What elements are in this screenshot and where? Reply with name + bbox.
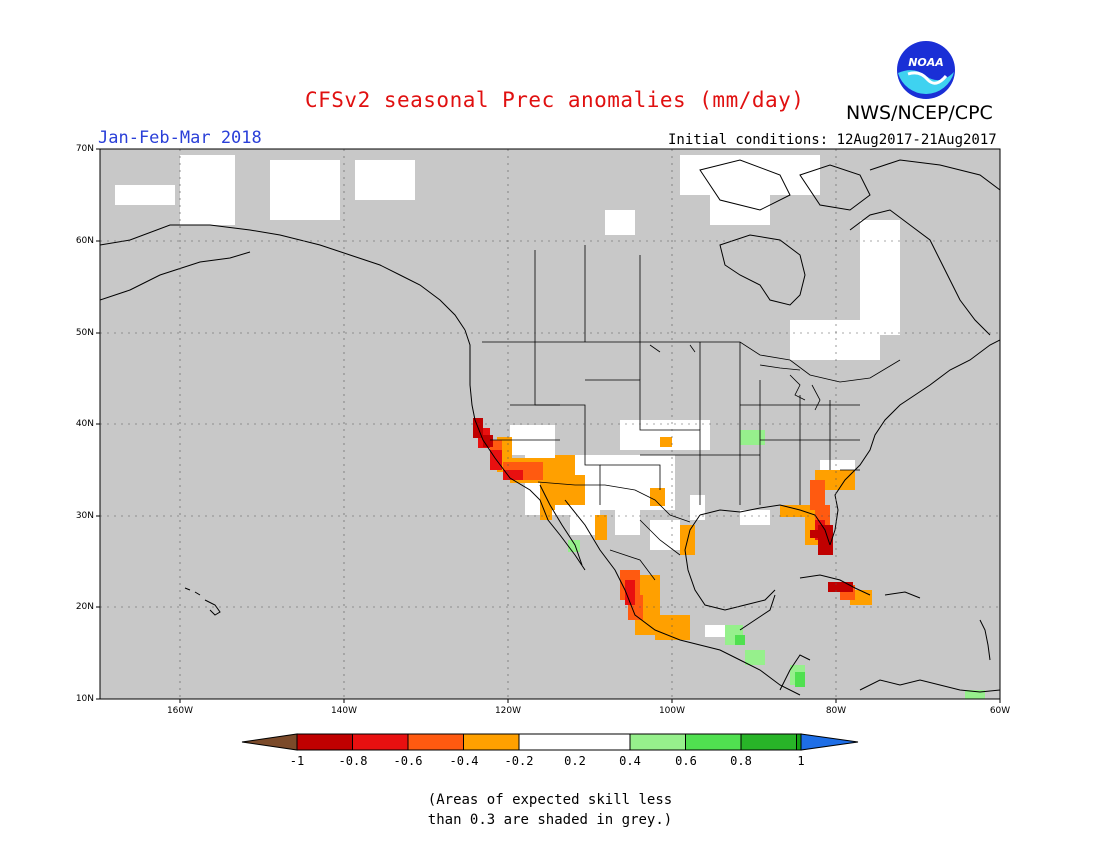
colorbar-seg-3 — [463, 733, 520, 751]
colorbar-label: -0.8 — [338, 754, 368, 768]
colorbar-label: -1 — [289, 754, 305, 768]
colorbar-seg-4 — [518, 733, 631, 751]
colorbar-seg-5 — [629, 733, 686, 751]
season-label: Jan-Feb-Mar 2018 — [98, 128, 262, 148]
lat-label-10n: 10N — [75, 694, 94, 704]
map-title: CFSv2 seasonal Prec anomalies (mm/day) — [305, 88, 805, 112]
noaa-logo-icon: NOAA — [897, 41, 955, 99]
lon-label-160w: 160W — [166, 706, 194, 716]
gridlines — [100, 149, 1000, 699]
colorbar-label: 0.6 — [675, 754, 697, 768]
colorbar — [241, 733, 859, 751]
lat-label-50n: 50N — [75, 328, 94, 338]
colorbar-label: 0.8 — [730, 754, 752, 768]
colorbar-seg-1 — [352, 733, 409, 751]
colorbar-label: -0.2 — [504, 754, 534, 768]
lat-label-40n: 40N — [75, 419, 94, 429]
anomaly-fields — [100, 149, 1000, 699]
colorbar-high-arrow — [800, 733, 859, 751]
agency-label: NWS/NCEP/CPC — [846, 102, 993, 124]
axis-ticks — [96, 148, 1001, 703]
colorbar-seg-6 — [685, 733, 742, 751]
lon-label-120w: 120W — [494, 706, 522, 716]
colorbar-label: -0.6 — [393, 754, 423, 768]
colorbar-label: -0.4 — [449, 754, 479, 768]
lon-label-60w: 60W — [989, 706, 1011, 716]
lon-label-140w: 140W — [330, 706, 358, 716]
colorbar-seg-7 — [740, 733, 797, 751]
lat-label-70n: 70N — [75, 144, 94, 154]
colorbar-label: 0.4 — [619, 754, 641, 768]
lat-label-60n: 60N — [75, 236, 94, 246]
lat-label-20n: 20N — [75, 602, 94, 612]
colorbar-low-arrow — [241, 733, 298, 751]
skill-note-line1: (Areas of expected skill less — [427, 792, 673, 808]
green-regions — [735, 635, 805, 687]
coastlines — [100, 159, 1000, 696]
colorbar-seg-0 — [296, 733, 353, 751]
colorbar-seg-2 — [407, 733, 464, 751]
lon-label-100w: 100W — [658, 706, 686, 716]
lon-label-80w: 80W — [825, 706, 847, 716]
initial-conditions-label: Initial conditions: 12Aug2017-21Aug2017 — [668, 132, 997, 148]
lat-label-30n: 30N — [75, 511, 94, 521]
skill-note-line2: than 0.3 are shaded in grey.) — [427, 812, 673, 828]
great-lakes — [649, 344, 821, 411]
logo-text: NOAA — [908, 56, 944, 69]
political-borders — [482, 245, 901, 581]
colorbar-label: 1 — [797, 754, 805, 768]
colorbar-label: 0.2 — [564, 754, 586, 768]
